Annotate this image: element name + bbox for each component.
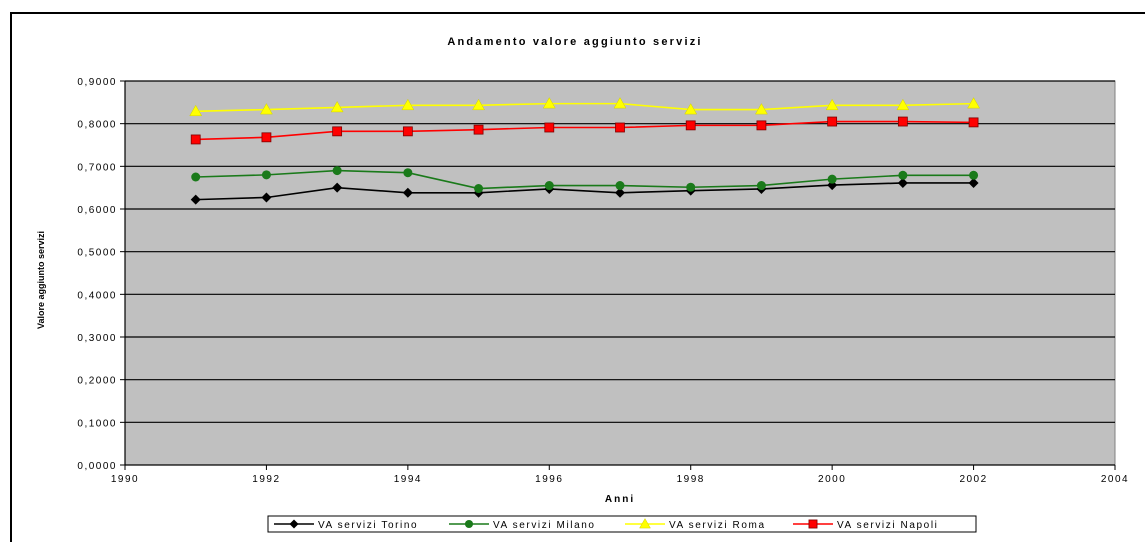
data-point-va-servizi-torino bbox=[897, 177, 908, 188]
legend-marker-va-servizi-napoli bbox=[808, 519, 818, 529]
data-point-va-servizi-torino bbox=[190, 194, 201, 205]
data-point-va-servizi-torino bbox=[615, 187, 625, 198]
data-point-va-servizi-torino bbox=[968, 177, 979, 188]
y-tick-label: 0,8000 bbox=[77, 120, 117, 131]
data-point-va-servizi-napoli bbox=[332, 126, 343, 137]
data-point-va-servizi-napoli bbox=[261, 132, 272, 143]
data-point-va-servizi-roma bbox=[684, 103, 698, 115]
data-point-va-servizi-torino bbox=[402, 187, 413, 198]
series-line-va-servizi-torino bbox=[195, 182, 974, 201]
series-line-va-servizi-milano bbox=[195, 169, 974, 190]
y-tick-label: 0,1000 bbox=[77, 418, 117, 429]
y-tick-label: 0,4000 bbox=[77, 290, 117, 301]
series-line-va-servizi-napoli bbox=[195, 120, 974, 141]
data-point-va-servizi-milano bbox=[403, 168, 413, 178]
data-point-va-servizi-roma bbox=[613, 97, 627, 109]
legend-label-va-servizi-torino: VA servizi Torino bbox=[318, 520, 418, 531]
x-tick-label: 1990 bbox=[111, 474, 139, 485]
data-point-va-servizi-napoli bbox=[756, 120, 767, 131]
data-point-va-servizi-torino bbox=[332, 182, 343, 193]
data-point-va-servizi-roma bbox=[896, 98, 910, 111]
x-tick-label: 1996 bbox=[535, 474, 563, 485]
y-tick-label: 0,0000 bbox=[77, 461, 117, 472]
data-point-va-servizi-milano bbox=[686, 182, 696, 192]
data-point-va-servizi-napoli bbox=[402, 126, 413, 137]
data-point-va-servizi-napoli bbox=[827, 116, 838, 127]
legend-marker-va-servizi-milano bbox=[464, 519, 474, 529]
data-point-va-servizi-roma bbox=[542, 97, 556, 109]
legend-label-va-servizi-napoli: VA servizi Napoli bbox=[837, 520, 939, 531]
data-point-va-servizi-napoli bbox=[190, 134, 201, 145]
data-point-va-servizi-milano bbox=[756, 181, 766, 191]
data-point-va-servizi-roma bbox=[825, 98, 839, 111]
data-point-va-servizi-napoli bbox=[473, 124, 484, 135]
plot-background bbox=[124, 80, 1116, 466]
data-point-va-servizi-milano bbox=[615, 181, 625, 191]
data-point-va-servizi-torino bbox=[261, 192, 272, 203]
x-tick-label: 2004 bbox=[1101, 474, 1129, 485]
chart-title: Andamento valore aggiunto servizi bbox=[447, 36, 702, 48]
data-point-va-servizi-milano bbox=[898, 170, 908, 180]
y-tick-label: 0,2000 bbox=[77, 376, 117, 387]
legend: VA servizi Torino VA servizi Milano VA ser… bbox=[267, 515, 977, 533]
data-point-va-servizi-milano bbox=[969, 170, 979, 180]
data-point-va-servizi-milano bbox=[474, 184, 484, 194]
data-point-va-servizi-napoli bbox=[685, 120, 696, 131]
chart-frame bbox=[10, 12, 1145, 542]
x-tick-label: 2002 bbox=[959, 474, 987, 485]
data-point-va-servizi-roma bbox=[472, 98, 486, 111]
y-tick-label: 0,9000 bbox=[77, 77, 117, 88]
data-point-va-servizi-roma bbox=[330, 100, 344, 113]
data-point-va-servizi-napoli bbox=[968, 117, 979, 128]
y-tick-label: 0,5000 bbox=[77, 248, 117, 259]
data-point-va-servizi-napoli bbox=[615, 122, 625, 133]
data-point-va-servizi-roma bbox=[967, 97, 981, 109]
x-tick-label: 1994 bbox=[394, 474, 422, 485]
x-tick-label: 1992 bbox=[252, 474, 280, 485]
data-point-va-servizi-napoli bbox=[897, 116, 908, 127]
x-axis-label: Anni bbox=[605, 494, 635, 505]
y-tick-label: 0,7000 bbox=[77, 162, 117, 173]
data-point-va-servizi-milano bbox=[827, 174, 837, 184]
data-point-va-servizi-milano bbox=[261, 170, 271, 180]
y-axis-label: Valore aggiunto servizi bbox=[36, 231, 46, 329]
legend-label-va-servizi-roma: VA servizi Roma bbox=[669, 520, 766, 531]
x-tick-label: 1998 bbox=[677, 474, 705, 485]
x-tick-label: 2000 bbox=[818, 474, 846, 485]
data-point-va-servizi-milano bbox=[544, 181, 554, 191]
legend-label-va-servizi-milano: VA servizi Milano bbox=[493, 520, 596, 531]
legend-box bbox=[267, 515, 977, 533]
plot-area: 0,0000 0,1000 0,2000 0,3000 0,4000 0,5000 0,60… bbox=[77, 77, 1129, 485]
data-point-va-servizi-roma bbox=[754, 103, 768, 115]
data-point-va-servizi-milano bbox=[332, 166, 342, 176]
data-point-va-servizi-roma bbox=[401, 98, 415, 111]
data-point-va-servizi-roma bbox=[259, 103, 273, 115]
data-point-va-servizi-milano bbox=[191, 172, 201, 182]
y-tick-label: 0,6000 bbox=[77, 205, 117, 216]
legend-marker-va-servizi-roma bbox=[639, 518, 651, 529]
data-point-va-servizi-roma bbox=[189, 104, 203, 117]
legend-marker-va-servizi-torino bbox=[289, 519, 299, 529]
data-point-va-servizi-napoli bbox=[544, 122, 555, 133]
y-tick-label: 0,3000 bbox=[77, 333, 117, 344]
series-line-va-servizi-roma bbox=[195, 102, 974, 113]
